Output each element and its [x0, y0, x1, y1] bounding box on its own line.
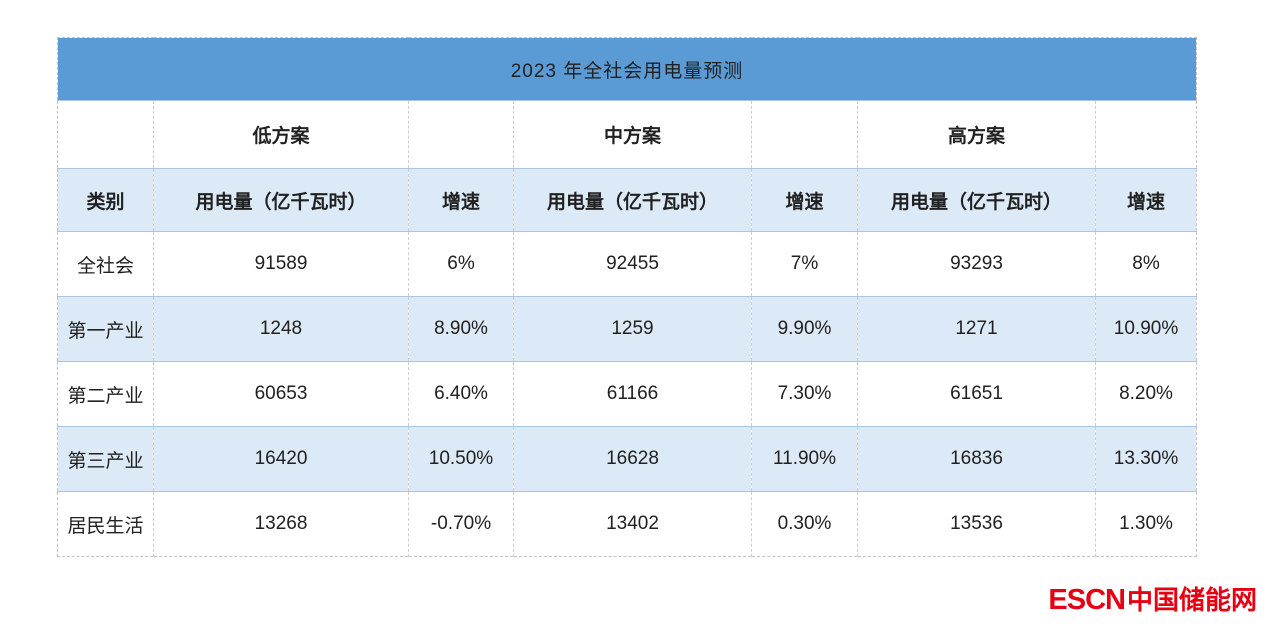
- cell-growth: 13.30%: [1094, 426, 1197, 492]
- cell-growth: 10.90%: [1094, 296, 1197, 362]
- cell-consumption: 16628: [513, 426, 752, 492]
- table-row: 全社会 91589 6% 92455 7% 93293 8%: [57, 231, 1197, 297]
- cell-consumption: 61166: [513, 361, 752, 427]
- cell-consumption: 60653: [153, 361, 409, 427]
- scheme-header-empty: [1094, 100, 1197, 169]
- cell-consumption: 1248: [153, 296, 409, 362]
- table-row: 第二产业 60653 6.40% 61166 7.30% 61651 8.20%: [57, 361, 1197, 427]
- cell-consumption: 13402: [513, 491, 752, 557]
- scheme-header-low: 低方案: [153, 100, 409, 169]
- cell-consumption: 92455: [513, 231, 752, 297]
- table-row: 第一产业 1248 8.90% 1259 9.90% 1271 10.90%: [57, 296, 1197, 362]
- cell-growth: 0.30%: [751, 491, 858, 557]
- scheme-header-empty: [751, 100, 858, 169]
- table-title: 2023 年全社会用电量预测: [57, 37, 1197, 101]
- col-header-growth: 增速: [751, 168, 858, 232]
- forecast-table: 2023 年全社会用电量预测 低方案 中方案 高方案 类别 用电量（亿千瓦时） …: [57, 37, 1198, 557]
- cell-consumption: 1259: [513, 296, 752, 362]
- cell-growth: 10.50%: [408, 426, 514, 492]
- escn-logo: ESCN 中国储能网: [1048, 586, 1257, 615]
- cell-category: 第二产业: [57, 361, 154, 427]
- cell-growth: 6.40%: [408, 361, 514, 427]
- cell-growth: 7.30%: [751, 361, 858, 427]
- escn-logo-text-en: ESCN: [1048, 584, 1126, 616]
- cell-consumption: 13536: [857, 491, 1096, 557]
- cell-consumption: 1271: [857, 296, 1096, 362]
- cell-category: 居民生活: [57, 491, 154, 557]
- cell-consumption: 16836: [857, 426, 1096, 492]
- cell-growth: 1.30%: [1094, 491, 1197, 557]
- cell-growth: 9.90%: [751, 296, 858, 362]
- scheme-header-row: 低方案 中方案 高方案: [57, 100, 1197, 169]
- title-row: 2023 年全社会用电量预测: [57, 37, 1197, 101]
- cell-consumption: 93293: [857, 231, 1096, 297]
- col-header-category: 类别: [57, 168, 154, 232]
- cell-growth: 7%: [751, 231, 858, 297]
- scheme-header-high: 高方案: [857, 100, 1096, 169]
- column-header-row: 类别 用电量（亿千瓦时） 增速 用电量（亿千瓦时） 增速 用电量（亿千瓦时） 增…: [57, 168, 1197, 232]
- scheme-header-empty: [57, 100, 154, 169]
- cell-consumption: 13268: [153, 491, 409, 557]
- col-header-growth: 增速: [408, 168, 514, 232]
- cell-growth: -0.70%: [408, 491, 514, 557]
- cell-category: 第三产业: [57, 426, 154, 492]
- cell-category: 第一产业: [57, 296, 154, 362]
- escn-logo-text-cn: 中国储能网: [1126, 585, 1257, 615]
- cell-consumption: 91589: [153, 231, 409, 297]
- scheme-header-empty: [408, 100, 514, 169]
- cell-consumption: 16420: [153, 426, 409, 492]
- col-header-consumption: 用电量（亿千瓦时）: [857, 168, 1096, 232]
- table-row: 第三产业 16420 10.50% 16628 11.90% 16836 13.…: [57, 426, 1197, 492]
- cell-growth: 6%: [408, 231, 514, 297]
- forecast-table-container: 2023 年全社会用电量预测 低方案 中方案 高方案 类别 用电量（亿千瓦时） …: [57, 37, 1198, 557]
- scheme-header-mid: 中方案: [513, 100, 752, 169]
- cell-growth: 8%: [1094, 231, 1197, 297]
- cell-growth: 11.90%: [751, 426, 858, 492]
- cell-growth: 8.90%: [408, 296, 514, 362]
- cell-category: 全社会: [57, 231, 154, 297]
- cell-growth: 8.20%: [1094, 361, 1197, 427]
- cell-consumption: 61651: [857, 361, 1096, 427]
- col-header-consumption: 用电量（亿千瓦时）: [153, 168, 409, 232]
- col-header-consumption: 用电量（亿千瓦时）: [513, 168, 752, 232]
- table-row: 居民生活 13268 -0.70% 13402 0.30% 13536 1.30…: [57, 491, 1197, 557]
- col-header-growth: 增速: [1094, 168, 1197, 232]
